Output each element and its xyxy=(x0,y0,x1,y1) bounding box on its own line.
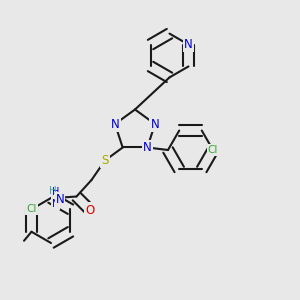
Text: H: H xyxy=(49,187,57,196)
Text: N: N xyxy=(184,38,193,51)
Text: Cl: Cl xyxy=(26,204,37,214)
Text: N: N xyxy=(56,193,64,206)
Text: N: N xyxy=(151,118,159,130)
Text: N: N xyxy=(143,141,152,154)
Text: H
N: H N xyxy=(52,187,59,209)
Text: O: O xyxy=(85,203,94,217)
Text: S: S xyxy=(101,154,109,167)
Text: N: N xyxy=(111,118,119,130)
Text: Cl: Cl xyxy=(208,145,218,155)
